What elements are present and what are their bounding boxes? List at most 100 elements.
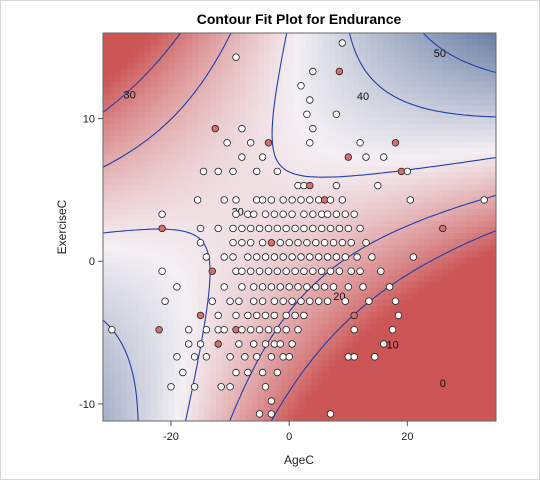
surface-cell <box>180 354 187 361</box>
surface-cell <box>490 105 496 113</box>
surface-cell <box>454 227 461 234</box>
surface-cell <box>156 81 164 89</box>
surface-cell <box>287 184 295 192</box>
surface-cell <box>138 317 146 325</box>
surface-cell <box>293 99 301 107</box>
surface-cell <box>376 414 384 421</box>
surface-cell <box>430 130 438 137</box>
surface-cell <box>192 220 199 228</box>
surface-cell <box>108 148 116 155</box>
surface-cell <box>454 69 461 77</box>
surface-cell <box>460 281 467 289</box>
surface-cell <box>126 408 134 416</box>
surface-cell <box>275 105 283 113</box>
surface-cell <box>281 123 289 131</box>
surface-cell <box>198 130 205 137</box>
surface-cell <box>478 87 485 95</box>
surface-cell <box>382 227 390 234</box>
surface-cell <box>335 196 342 204</box>
surface-cell <box>329 87 336 95</box>
surface-cell <box>406 190 414 198</box>
surface-cell <box>484 81 491 89</box>
surface-cell <box>418 293 426 301</box>
surface-cell <box>472 366 479 374</box>
surface-cell <box>341 317 348 325</box>
contour-line-50 <box>103 33 496 421</box>
surface-cell <box>448 142 455 149</box>
surface-cell <box>454 45 461 52</box>
surface-cell <box>394 172 402 180</box>
surface-cell <box>210 396 217 404</box>
data-point <box>350 210 358 218</box>
surface-cell <box>293 123 301 131</box>
surface-cell <box>192 239 199 246</box>
surface-cell <box>204 317 211 325</box>
surface-cell <box>484 184 491 192</box>
surface-cell <box>275 214 283 222</box>
surface-cell <box>162 251 170 258</box>
surface-cell <box>251 317 259 325</box>
data-point <box>220 326 228 334</box>
surface-cell <box>466 81 473 89</box>
surface-cell <box>120 305 128 313</box>
surface-cell <box>418 63 426 70</box>
surface-cell <box>234 117 241 125</box>
surface-cell <box>400 402 408 410</box>
surface-cell <box>174 93 181 101</box>
surface-cell <box>460 196 467 204</box>
surface-cell <box>228 396 235 404</box>
surface-cell <box>448 33 455 40</box>
surface-cell <box>162 142 170 149</box>
surface-cell <box>144 99 152 107</box>
surface-cell <box>490 269 496 277</box>
surface-cell <box>394 117 402 125</box>
surface-cell <box>430 324 438 331</box>
surface-cell <box>394 354 402 361</box>
surface-cell <box>400 81 408 89</box>
surface-cell <box>228 360 235 368</box>
surface-cell <box>490 33 496 40</box>
surface-cell <box>347 396 354 404</box>
surface-cell <box>448 196 455 204</box>
surface-cell <box>138 105 146 113</box>
surface-cell <box>406 39 414 46</box>
surface-cell <box>114 178 122 186</box>
surface-cell <box>370 269 378 277</box>
surface-cell <box>287 257 295 264</box>
surface-cell <box>281 75 289 83</box>
surface-cell <box>245 190 253 198</box>
surface-cell <box>192 311 199 319</box>
surface-cell <box>234 257 241 264</box>
surface-cell <box>108 311 116 319</box>
surface-cell <box>472 75 479 83</box>
surface-cell <box>341 390 348 398</box>
surface-cell <box>478 214 485 222</box>
data-point <box>246 267 255 275</box>
surface-cell <box>132 111 140 119</box>
surface-cell <box>490 166 496 174</box>
surface-cell <box>186 117 193 125</box>
surface-cell <box>186 287 193 295</box>
surface-cell <box>353 214 360 222</box>
surface-cell <box>418 233 426 240</box>
surface-cell <box>317 354 324 361</box>
surface-cell <box>388 136 396 143</box>
surface-cell <box>376 123 384 131</box>
surface-cell <box>192 148 199 155</box>
surface-cell <box>472 184 479 192</box>
surface-cell <box>478 396 485 404</box>
surface-cell <box>186 178 193 186</box>
surface-cell <box>460 384 467 392</box>
surface-cell <box>412 130 420 137</box>
surface-cell <box>180 263 187 271</box>
surface-cell <box>460 87 467 95</box>
surface-cell <box>418 45 426 52</box>
surface-cell <box>144 111 152 119</box>
surface-cell <box>370 208 378 216</box>
surface-cell <box>103 57 110 64</box>
surface-cell <box>359 360 366 368</box>
surface-cell <box>263 172 271 180</box>
surface-cell <box>424 172 432 180</box>
surface-cell <box>436 39 443 46</box>
